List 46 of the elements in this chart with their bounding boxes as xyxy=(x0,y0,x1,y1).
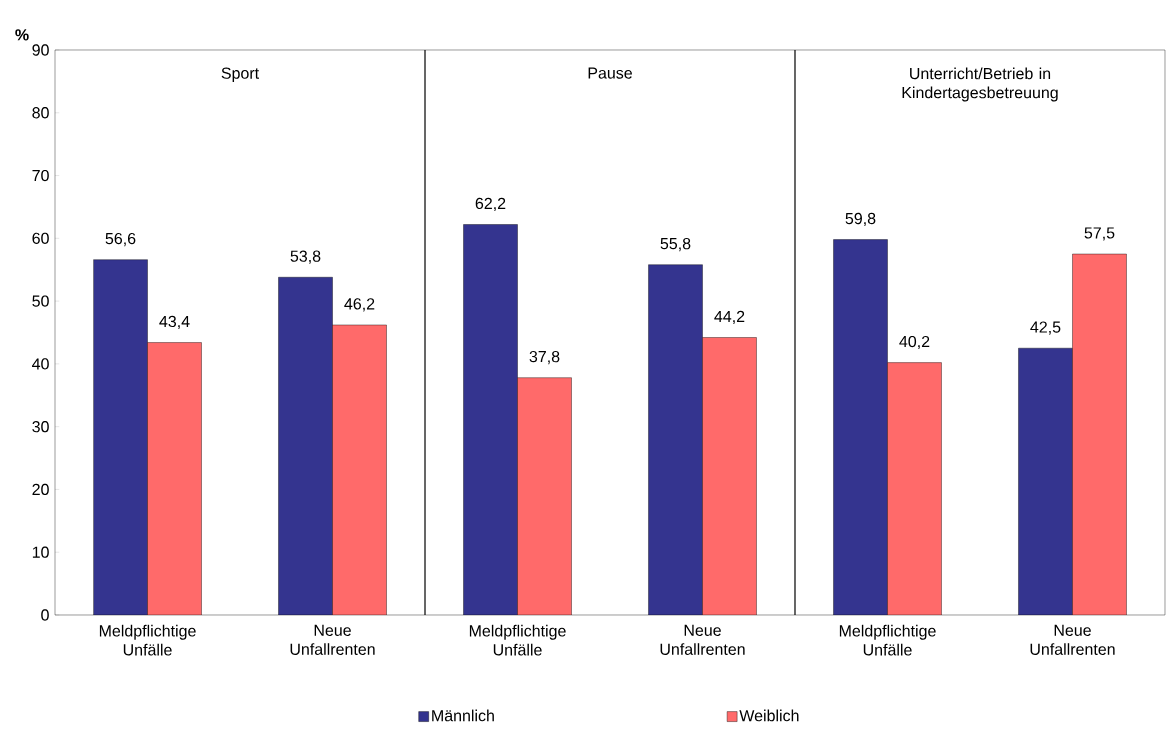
y-tick-label: 0 xyxy=(41,609,49,621)
data-label: 53,8 xyxy=(290,250,321,264)
y-tick-label: 30 xyxy=(32,421,49,433)
bar xyxy=(887,362,942,615)
x-tick-label: Neue Unfallrenten xyxy=(660,624,745,655)
y-tick-label: 80 xyxy=(32,107,49,119)
data-label: 56,6 xyxy=(105,232,136,247)
y-tick-label: 70 xyxy=(32,169,49,182)
x-tick-label: Neue Unfallrenten xyxy=(1030,624,1115,655)
data-label: 55,8 xyxy=(660,237,691,252)
bar xyxy=(1072,253,1127,615)
data-label: 57,5 xyxy=(1084,227,1115,241)
bar xyxy=(93,259,148,615)
y-tick-label: 10 xyxy=(32,546,49,558)
x-tick-label: Neue Unfallrenten xyxy=(290,624,375,655)
bar xyxy=(702,337,757,615)
y-tick-label: 40 xyxy=(32,358,49,370)
annotation: Unterricht/Betrieb in Kindertagesbetreuung xyxy=(902,67,1058,102)
annotation: Sport xyxy=(221,67,260,83)
bar xyxy=(833,239,888,615)
data-label: 43,4 xyxy=(159,315,190,329)
legend-label: Männlich xyxy=(432,709,494,722)
bar xyxy=(648,264,703,615)
data-label: 59,8 xyxy=(845,212,876,227)
x-tick-label: Meldpflichtige Unfälle xyxy=(839,624,936,656)
bar xyxy=(463,224,518,615)
data-label: 42,5 xyxy=(1030,321,1061,335)
bar xyxy=(332,324,387,615)
bar xyxy=(278,277,333,615)
bar xyxy=(147,342,202,615)
data-label: 44,2 xyxy=(714,310,745,324)
bar xyxy=(517,377,572,615)
data-label: 40,2 xyxy=(899,335,930,350)
y-axis-title: % xyxy=(15,29,29,41)
x-tick-label: Meldpflichtige Unfälle xyxy=(99,624,196,656)
bar xyxy=(1018,347,1073,615)
data-label: 46,2 xyxy=(344,298,375,312)
y-tick-label: 50 xyxy=(32,295,49,307)
y-tick-label: 90 xyxy=(32,44,49,56)
data-label: 37,8 xyxy=(529,350,560,365)
legend-label: Weiblich xyxy=(739,709,799,722)
x-tick-label: Meldpflichtige Unfälle xyxy=(469,624,566,656)
y-tick-label: 60 xyxy=(32,232,49,244)
annotation: Pause xyxy=(588,67,632,79)
data-label: 62,2 xyxy=(475,197,506,211)
y-tick-label: 20 xyxy=(32,483,49,496)
